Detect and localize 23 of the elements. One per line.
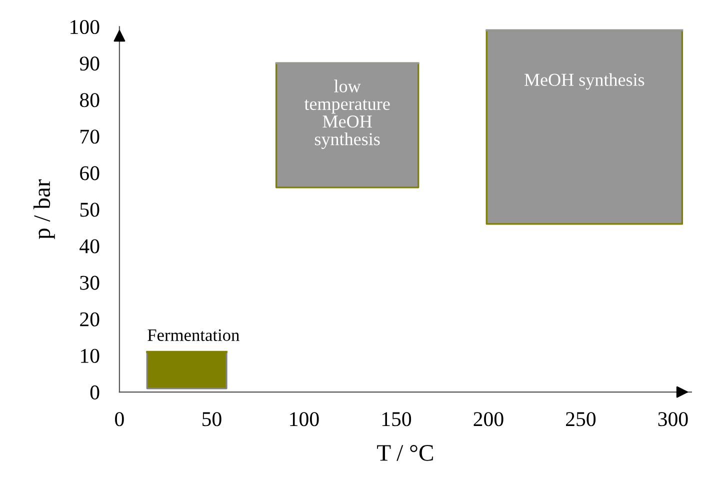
y-tick-label: 70 (80, 130, 100, 144)
x-tick-label: 300 (658, 412, 688, 426)
y-tick-label: 90 (80, 56, 100, 71)
y-tick-label: 100 (70, 20, 100, 34)
y-tick-label: 0 (90, 385, 100, 400)
x-tick-label: 100 (290, 412, 319, 426)
y-axis-title: p / bar (33, 179, 55, 240)
x-axis-title: T / °C (377, 444, 433, 461)
x-tick-label: 200 (474, 412, 504, 426)
y-tick-label: 60 (80, 166, 100, 180)
y-tick-label: 50 (80, 202, 100, 217)
x-tick-label: 250 (566, 412, 596, 426)
y-tick-label: 30 (80, 276, 100, 290)
text: MeOH synthesis (524, 73, 644, 90)
series-label: Fermentation (148, 329, 240, 342)
x-tick-label: 150 (382, 412, 412, 426)
y-tick-label: 80 (80, 93, 100, 108)
x-tick-label: 50 (202, 412, 222, 426)
y-tick-label: 10 (81, 348, 100, 363)
y-tick-label: 40 (80, 239, 100, 254)
x-tick-label: 0 (115, 412, 124, 426)
series-label: low temperature MeOH synthesis (304, 80, 390, 149)
y-tick-label: 20 (80, 312, 100, 326)
